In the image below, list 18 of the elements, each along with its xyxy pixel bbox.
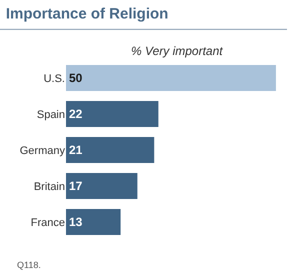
bar [66,173,138,199]
chart-title: Importance of Religion [6,6,168,23]
bar [66,65,276,91]
y-tick-label: Britain [34,180,65,193]
bar [66,101,158,127]
data-label: 50 [69,71,83,85]
bar [66,209,121,235]
data-label: 21 [69,143,83,157]
data-label: 22 [69,107,83,121]
data-label: 17 [69,179,83,193]
y-tick-label: U.S. [44,72,65,85]
bar [66,137,154,163]
chart-subtitle: % Very important [131,44,224,58]
data-label: 13 [69,215,83,229]
text: Q118. [17,260,41,270]
y-tick-label: France [30,216,65,229]
y-tick-label: Germany [20,144,66,157]
y-tick-label: Spain [36,108,65,121]
